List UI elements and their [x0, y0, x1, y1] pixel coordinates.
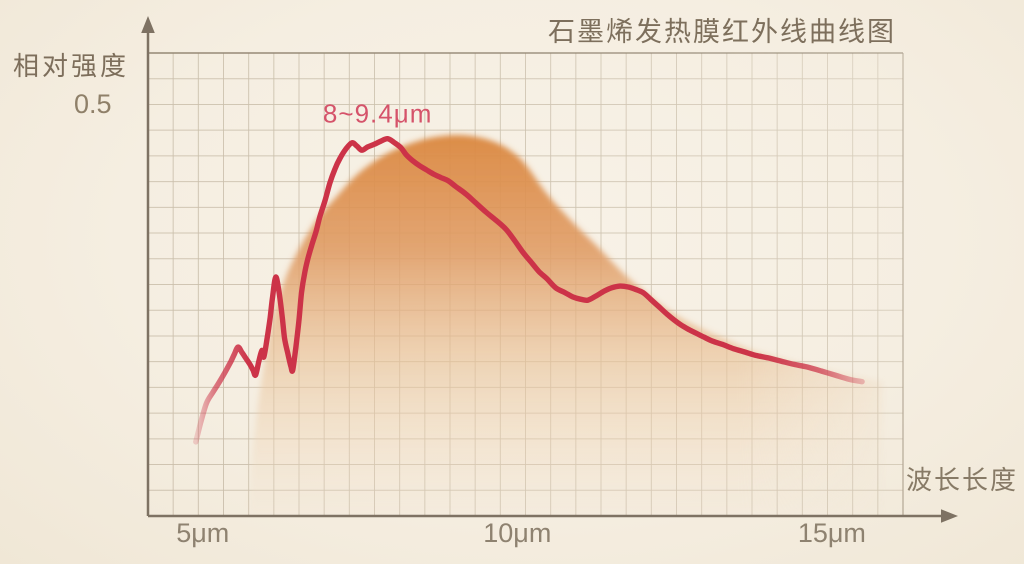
- y-axis-title: 相对强度: [13, 51, 130, 81]
- chart-title: 石墨烯发热膜红外线曲线图: [548, 17, 896, 47]
- axes: [141, 16, 958, 523]
- x-axis-tick-5um: 5μm: [176, 518, 230, 548]
- y-axis-arrow-icon: [141, 16, 155, 33]
- x-axis-tick-10um: 10μm: [483, 518, 552, 548]
- x-axis-title: 波长长度: [906, 465, 1019, 495]
- intensity-curve: [193, 135, 865, 445]
- y-axis-tick-label: 0.5: [74, 89, 112, 119]
- plot-frame: [148, 52, 904, 516]
- x-axis-arrow-icon: [941, 509, 958, 523]
- peak-wavelength-annotation: 8~9.4μm: [322, 98, 433, 129]
- envelope-area-fill: [249, 135, 883, 516]
- x-axis-tick-15um: 15μm: [797, 518, 866, 548]
